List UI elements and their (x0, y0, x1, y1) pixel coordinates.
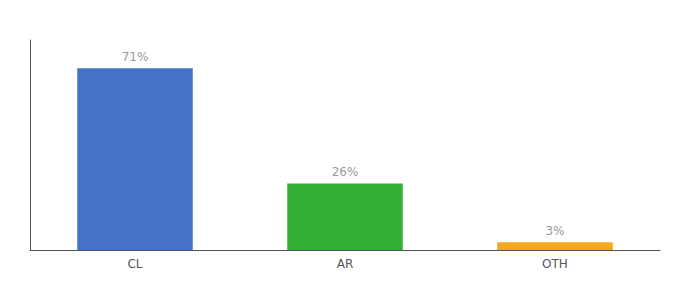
svg-text:OTH: OTH (542, 257, 568, 271)
svg-text:AR: AR (337, 257, 354, 271)
svg-text:3%: 3% (545, 224, 564, 238)
svg-text:71%: 71% (122, 50, 149, 64)
svg-text:26%: 26% (332, 165, 359, 179)
svg-text:CL: CL (127, 257, 142, 271)
